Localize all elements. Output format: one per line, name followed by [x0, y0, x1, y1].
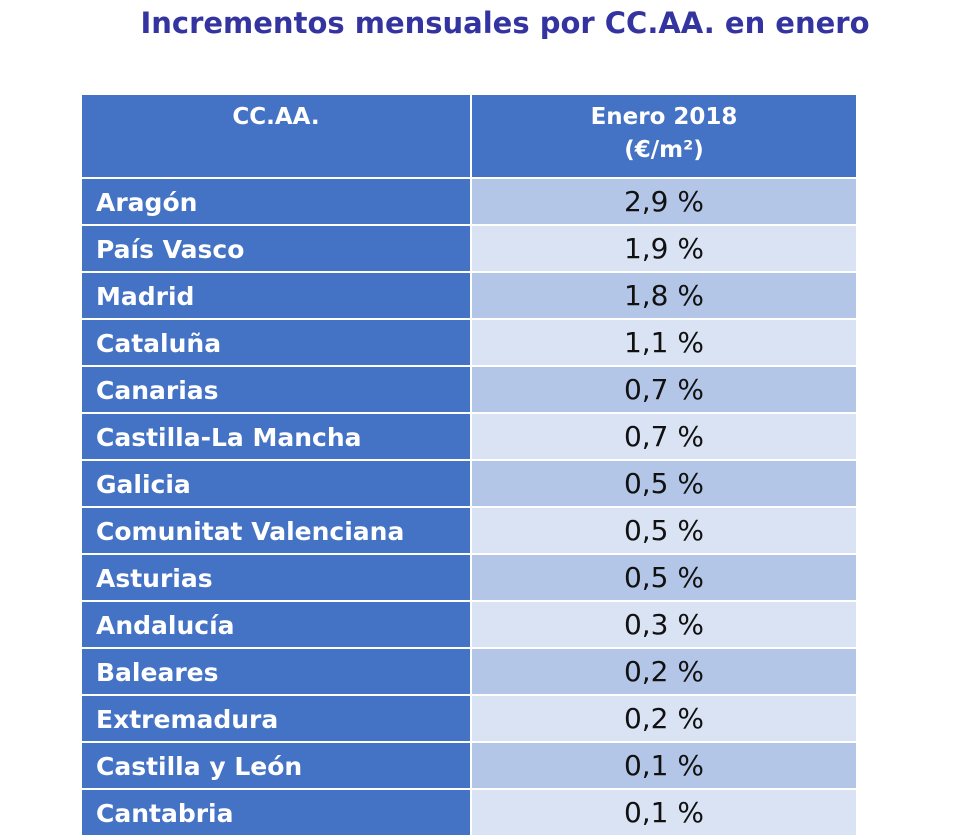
value-cell: 0,5 % — [470, 553, 858, 602]
value-cell: 1,1 % — [470, 318, 858, 367]
region-cell: Canarias — [80, 365, 472, 414]
header-row: CC.AA. Enero 2018 (€/m²) — [80, 93, 858, 179]
table-row: Cantabria 0,1 % — [80, 788, 858, 837]
data-table: CC.AA. Enero 2018 (€/m²) Aragón 2,9 % País … — [80, 93, 858, 837]
value-cell: 0,5 % — [470, 459, 858, 508]
header-text: Enero 2018 — [590, 104, 738, 130]
title: Incrementos mensuales por CC.AA. en ener… — [140, 6, 870, 40]
value-cell: 0,7 % — [470, 412, 858, 461]
value-cell: 0,3 % — [470, 600, 858, 649]
header-cell: CC.AA. — [80, 93, 472, 179]
table-row: Baleares 0,2 % — [80, 647, 858, 696]
region-cell: Asturias — [80, 553, 472, 602]
header-text: CC.AA. — [232, 104, 320, 130]
table-row: Comunitat Valenciana 0,5 % — [80, 506, 858, 555]
table-row: Aragón 2,9 % — [80, 177, 858, 226]
value-cell: 2,9 % — [470, 177, 858, 226]
table-row: Asturias 0,5 % — [80, 553, 858, 602]
region-cell: Aragón — [80, 177, 472, 226]
table-row: Madrid 1,8 % — [80, 271, 858, 320]
value-cell: 1,9 % — [470, 224, 858, 273]
region-cell: País Vasco — [80, 224, 472, 273]
value-cell: 0,1 % — [470, 788, 858, 837]
value-cell: 0,2 % — [470, 694, 858, 743]
region-cell: Castilla-La Mancha — [80, 412, 472, 461]
header-unit: (€/m²) — [624, 137, 704, 163]
region-cell: Cataluña — [80, 318, 472, 367]
table-header: CC.AA. Enero 2018 (€/m²) — [80, 93, 858, 179]
table-row: Galicia 0,5 % — [80, 459, 858, 508]
region-cell: Baleares — [80, 647, 472, 696]
value-cell: 0,2 % — [470, 647, 858, 696]
table-row: Castilla-La Mancha 0,7 % — [80, 412, 858, 461]
table-row: País Vasco 1,9 % — [80, 224, 858, 273]
table-row: Castilla y León 0,1 % — [80, 741, 858, 790]
region-cell: Galicia — [80, 459, 472, 508]
table-row: Extremadura 0,2 % — [80, 694, 858, 743]
region-cell: Cantabria — [80, 788, 472, 837]
value-cell: 1,8 % — [470, 271, 858, 320]
table-body: Aragón 2,9 % País Vasco 1,9 % Madrid 1,8 % Cat… — [80, 177, 858, 837]
value-cell: 0,1 % — [470, 741, 858, 790]
region-cell: Extremadura — [80, 694, 472, 743]
region-cell: Comunitat Valenciana — [80, 506, 472, 555]
table-row: Cataluña 1,1 % — [80, 318, 858, 367]
region-cell: Castilla y León — [80, 741, 472, 790]
value-cell: 0,5 % — [470, 506, 858, 555]
region-cell: Andalucía — [80, 600, 472, 649]
header-cell: Enero 2018 (€/m²) — [470, 93, 858, 179]
region-cell: Madrid — [80, 271, 472, 320]
table-row: Canarias 0,7 % — [80, 365, 858, 414]
value-cell: 0,7 % — [470, 365, 858, 414]
table-row: Andalucía 0,3 % — [80, 600, 858, 649]
